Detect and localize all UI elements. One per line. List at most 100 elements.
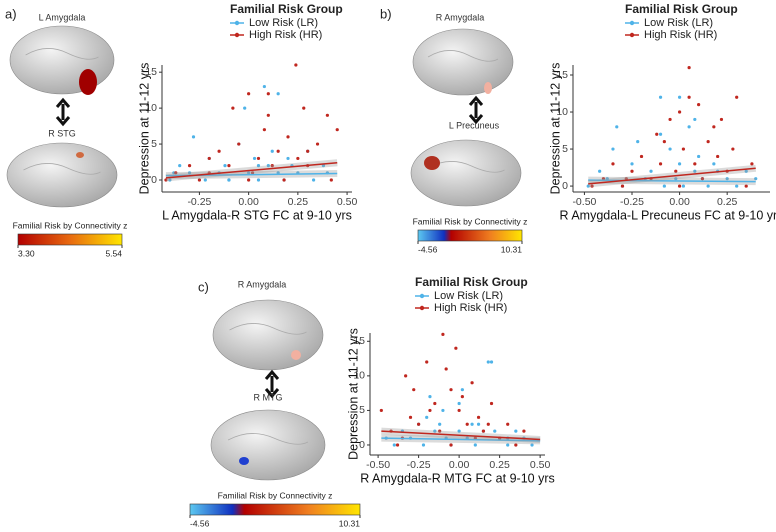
point [662,140,666,144]
legend-title: Familial Risk Group [415,275,528,289]
colorbar-title: Familial Risk by Connectivity z [13,220,128,230]
point [677,184,682,188]
point [514,443,518,447]
point [237,142,241,146]
point [168,178,172,182]
legend-label: High Risk (HR) [644,29,717,41]
double-arrow [55,97,71,127]
point [687,65,691,70]
brain-sulcus [229,323,307,335]
brain-sulcus [427,50,499,62]
fit-line [588,167,756,185]
point [735,95,739,99]
point [174,171,178,175]
y-axis-title: Depression at 11-12 yrs [548,63,562,195]
point [247,178,251,182]
brain-sulcus [25,48,99,60]
point [649,169,653,173]
region-spot [76,152,84,158]
point [630,169,634,173]
point [404,374,408,378]
panel-label: c) [198,279,209,294]
colorbar-tick-label: 10.31 [339,518,361,527]
colorbar [417,229,523,242]
region-label: R Amygdala [436,12,485,22]
legend-swatch [629,32,635,38]
point [750,162,754,166]
y-tick-label: 5 [359,404,365,416]
point [636,140,640,144]
legend-swatch [419,305,425,311]
x-tick-label: 0.00 [449,459,470,471]
point [700,177,705,181]
point [178,164,182,168]
point [256,178,261,182]
point [460,394,464,399]
point [392,443,396,447]
x-tick-label: -0.50 [366,459,390,471]
point [312,178,316,182]
point [655,132,659,136]
point [227,164,231,168]
point [223,164,227,168]
point [493,429,497,433]
point [506,422,510,426]
point [276,92,280,96]
point [693,169,697,173]
region-spot [484,82,492,94]
colorbar-title: Familial Risk by Connectivity z [413,216,528,226]
point [270,149,274,153]
double-arrow [264,369,280,399]
legend-label: Low Risk (LR) [434,290,503,302]
point [489,401,494,406]
y-tick-label: 0 [359,439,365,451]
point [270,164,274,168]
colorbar [189,503,361,516]
x-tick-label: 0.00 [238,196,259,208]
point [754,177,758,181]
region-label: R STG [48,128,76,138]
point [712,162,716,166]
point [658,95,663,99]
point [611,147,615,151]
point [321,164,326,168]
point [687,95,691,99]
point [444,367,448,371]
point [417,422,421,426]
y-tick-label: 10 [353,370,365,382]
point [449,388,453,392]
legend-title: Familial Risk Group [230,2,343,16]
point [476,422,481,426]
point [231,106,235,110]
legend-swatch [629,20,635,26]
legend-label: High Risk (HR) [434,302,507,314]
legend-label: Low Risk (LR) [249,17,318,29]
point [282,178,286,182]
region-label: R Amygdala [238,279,287,289]
colorbar-tick-label: 3.30 [18,248,35,258]
point [457,408,461,413]
point [252,156,257,161]
point [286,135,290,139]
brain-sulcus [427,161,505,173]
point [294,63,298,67]
point [706,184,710,188]
x-tick-label: -0.25 [620,196,644,208]
x-tick-label: 0.50 [530,459,551,471]
point [325,113,329,117]
panel-label: b) [380,6,392,21]
legend-swatch [234,32,240,38]
point [706,140,710,144]
colorbar [17,233,123,246]
point [250,171,255,175]
x-axis-title: R Amygdala-R MTG FC at 9-10 yrs [360,471,555,485]
legend-swatch [234,20,240,26]
x-tick-label: 0.25 [288,196,309,208]
point [677,95,682,99]
point [460,388,464,392]
point [286,156,290,161]
point [693,162,697,166]
point [662,184,666,188]
point [454,346,458,350]
point [681,147,685,151]
